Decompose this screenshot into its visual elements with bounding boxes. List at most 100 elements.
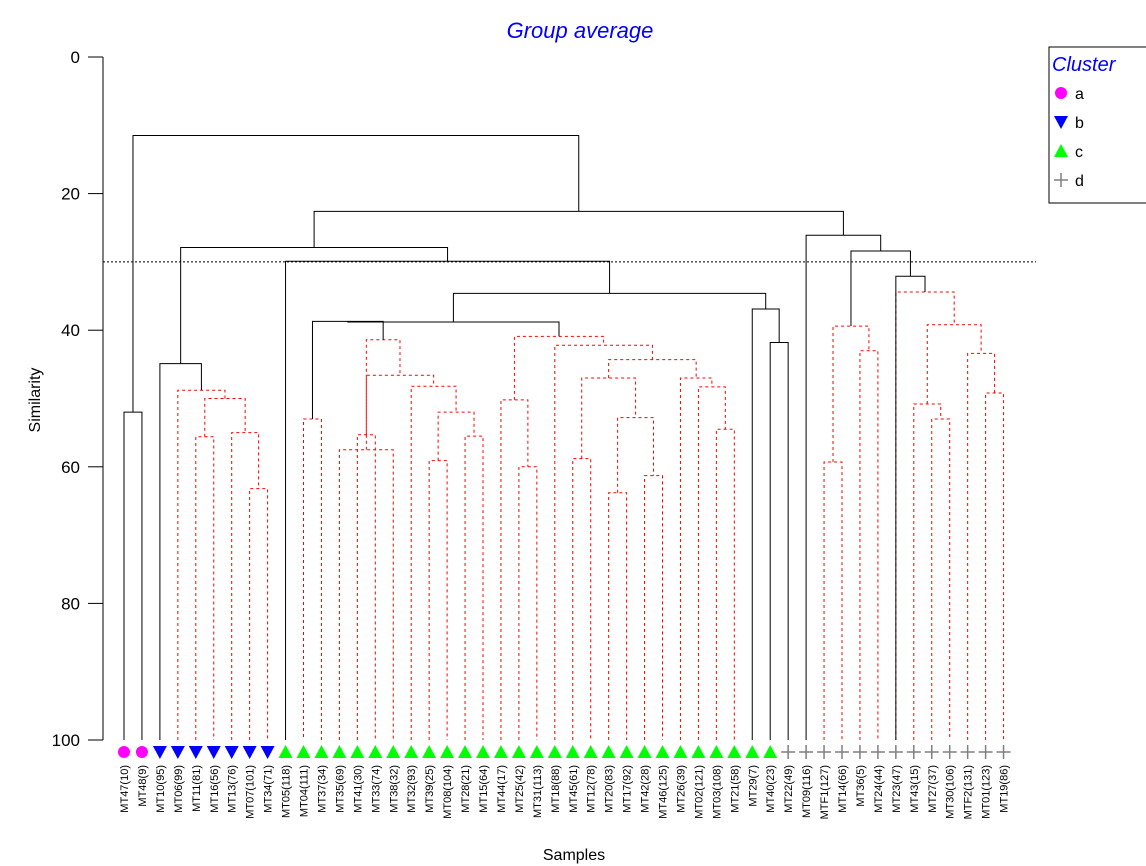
merge-link bbox=[365, 339, 401, 450]
leaf-label: MTF1(127) bbox=[819, 765, 831, 819]
leaf-marker bbox=[404, 745, 419, 758]
leaf-label: MT34(71) bbox=[263, 765, 275, 813]
leaf-label: MT12(78) bbox=[586, 765, 598, 813]
merge-link bbox=[313, 210, 844, 248]
merge-link bbox=[931, 418, 951, 740]
leaf-label: MT35(69) bbox=[334, 765, 346, 813]
legend-marker bbox=[1055, 87, 1067, 99]
leaf-label: MT44(17) bbox=[496, 765, 508, 813]
merge-link bbox=[338, 449, 394, 740]
merge-link bbox=[500, 399, 529, 740]
merge-link bbox=[913, 403, 942, 740]
leaf-marker bbox=[745, 745, 760, 758]
leaf-marker bbox=[655, 745, 670, 758]
leaf-label: MTF2(131) bbox=[963, 765, 975, 819]
merge-link bbox=[617, 417, 655, 493]
leaf-marker bbox=[942, 745, 957, 759]
merge-link bbox=[132, 135, 580, 413]
merge-link bbox=[204, 398, 246, 437]
dendrogram-links bbox=[123, 135, 1005, 740]
x-axis-label: Samples bbox=[543, 847, 605, 864]
leaf-label: MT41(30) bbox=[352, 765, 364, 813]
leaf-markers bbox=[118, 745, 1011, 759]
leaf-label: MT28(21) bbox=[460, 765, 472, 813]
leaf-marker bbox=[978, 745, 993, 759]
leaf-label: MT15(64) bbox=[478, 765, 490, 813]
leaf-label: MT05(118) bbox=[281, 765, 293, 818]
legend-label: b bbox=[1075, 115, 1084, 132]
leaf-marker bbox=[601, 745, 616, 758]
merge-link bbox=[356, 434, 376, 740]
merge-link bbox=[644, 475, 663, 740]
chart-title: Group average bbox=[507, 18, 654, 43]
leaf-marker bbox=[314, 745, 329, 758]
leaf-marker bbox=[763, 745, 778, 758]
leaf-marker bbox=[206, 746, 221, 759]
leaf-marker bbox=[476, 745, 490, 758]
leaf-label: MT18(88) bbox=[550, 765, 562, 813]
leaf-label: MT42(28) bbox=[640, 765, 652, 813]
leaf-label: MT09(116) bbox=[801, 765, 813, 818]
leaf-marker bbox=[619, 745, 634, 758]
merge-link bbox=[581, 377, 637, 459]
merge-link bbox=[428, 460, 448, 740]
leaf-marker bbox=[118, 746, 130, 758]
leaf-marker bbox=[799, 745, 814, 759]
y-tick-label: 60 bbox=[61, 458, 80, 477]
leaf-marker bbox=[852, 745, 867, 759]
merge-link bbox=[769, 341, 789, 740]
merge-link bbox=[177, 389, 226, 740]
leaf-label: MT03(108) bbox=[711, 765, 723, 819]
leaf-label: MT45(61) bbox=[568, 765, 580, 813]
merge-link bbox=[513, 335, 605, 400]
merge-link bbox=[823, 461, 843, 740]
leaf-marker bbox=[565, 745, 580, 758]
merge-link bbox=[554, 344, 653, 740]
leaf-marker bbox=[224, 746, 239, 759]
merge-link bbox=[985, 392, 1005, 740]
leaf-labels: MT47(10) MT48(9) MT10(95) MT06(99) MT11(81) M… bbox=[119, 765, 1011, 819]
leaf-marker bbox=[547, 745, 562, 758]
leaf-marker bbox=[817, 745, 832, 759]
leaf-marker bbox=[511, 745, 526, 758]
merge-link bbox=[195, 436, 215, 740]
leaf-label: MT30(106) bbox=[945, 765, 957, 819]
leaf-label: MT17(92) bbox=[622, 765, 634, 813]
merge-link bbox=[859, 350, 879, 740]
leaf-marker bbox=[691, 745, 706, 758]
merge-link bbox=[452, 292, 767, 323]
leaf-label: MT14(66) bbox=[837, 765, 849, 813]
leaf-marker bbox=[529, 745, 544, 758]
merge-link bbox=[832, 325, 870, 463]
leaf-marker bbox=[781, 745, 796, 759]
leaf-label: MT29(7) bbox=[747, 765, 759, 807]
merge-link bbox=[805, 234, 882, 740]
leaf-label: MT32(93) bbox=[406, 765, 418, 813]
leaf-label: MT43(15) bbox=[909, 765, 921, 813]
leaf-label: MT26(39) bbox=[675, 765, 687, 813]
leaf-label: MT46(125) bbox=[658, 765, 670, 819]
leaf-marker bbox=[906, 745, 921, 759]
merge-link bbox=[572, 458, 592, 740]
merge-link bbox=[895, 291, 955, 740]
merge-link bbox=[679, 377, 713, 740]
leaf-label: MT38(32) bbox=[388, 765, 400, 813]
leaf-marker bbox=[996, 745, 1011, 759]
merge-link bbox=[751, 308, 780, 740]
leaf-label: MT39(25) bbox=[424, 765, 436, 813]
leaf-marker bbox=[637, 745, 652, 758]
leaf-label: MT47(10) bbox=[119, 765, 131, 813]
leaf-marker bbox=[709, 745, 724, 758]
merge-link bbox=[464, 435, 484, 740]
leaf-marker bbox=[152, 746, 167, 759]
y-tick-label: 0 bbox=[71, 48, 80, 67]
legend-marker bbox=[1054, 173, 1068, 187]
merge-link bbox=[123, 411, 143, 740]
merge-link bbox=[180, 247, 449, 364]
leaf-label: MT22(49) bbox=[783, 765, 795, 813]
leaf-marker bbox=[727, 745, 742, 758]
leaf-marker bbox=[458, 745, 473, 758]
leaf-marker bbox=[440, 745, 455, 758]
leaf-marker bbox=[493, 745, 508, 758]
